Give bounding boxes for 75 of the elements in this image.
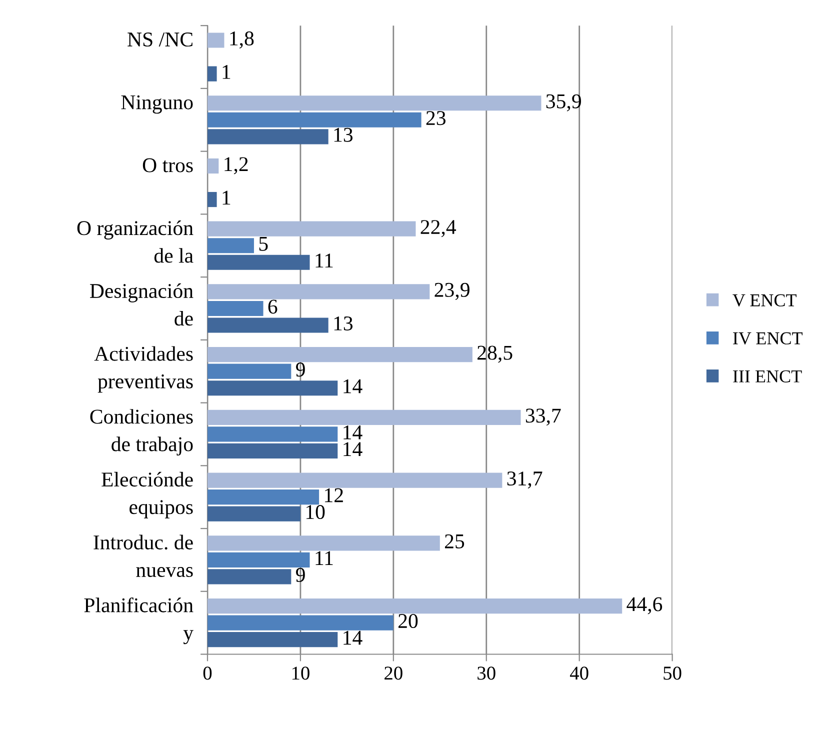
data-label: 44,6 [626,597,662,614]
data-label: 6 [268,300,278,314]
data-label: 1 [222,65,230,79]
bar [208,552,310,568]
x-tick-label: 10 [292,666,310,680]
bar [208,569,292,584]
bar [208,598,622,614]
data-label: 5 [259,236,268,251]
bar [208,192,217,208]
bar [208,632,338,648]
data-label: 23 [426,111,446,126]
bar [208,364,292,379]
bar [208,443,338,459]
bar [208,490,320,505]
y-tick-label: O tros [142,158,193,172]
bar [208,506,300,522]
bar [208,410,521,425]
y-tick-label: Designación de [90,283,194,326]
data-label: 10 [306,505,325,520]
data-label: 20 [398,614,418,628]
data-label: 9 [296,568,305,582]
data-label: 1,8 [230,31,254,48]
bar [208,318,328,333]
data-label: 12 [325,488,343,502]
bar [208,129,328,144]
data-label: 13 [334,128,353,142]
y-tick-label: Condiciones de trabajo [90,409,193,456]
data-label: 9 [296,362,305,377]
bar [208,284,430,300]
bar [208,472,502,488]
bar [208,254,310,270]
y-tick-label: Elecciónde equipos [102,472,193,518]
data-label: 25 [444,534,464,548]
bar [208,380,338,396]
bar [208,66,217,82]
bar [208,112,422,128]
y-tick-label: Introduc. de nuevas [94,534,193,578]
legend-label: V ENCT [732,294,796,306]
x-tick-label: 0 [203,666,212,680]
x-tick-label: 40 [570,666,588,680]
bar [208,300,264,316]
y-tick-label: Actividades preventivas [94,346,193,393]
y-tick-label: Ninguno [121,95,193,114]
legend-label: IV ENCT [733,332,803,345]
data-label: 14 [344,425,362,440]
bar [208,221,416,236]
data-label: 14 [344,630,362,645]
y-tick-label: NS /NC [128,32,192,47]
data-label: 13 [334,316,353,330]
bar [208,536,440,551]
data-label: 1 [222,190,230,205]
bar [208,32,224,48]
data-label: 22,4 [420,220,456,238]
x-tick-label: 50 [664,666,682,680]
legend-label: III ENCT [733,370,802,382]
y-tick-label: Planificación y [84,597,194,644]
bar [208,158,219,174]
data-label: 1,2 [224,157,248,174]
data-label: 33,7 [526,408,561,426]
bar [208,96,542,111]
y-tick-label: O rganización de la [77,220,194,263]
data-label: 14 [344,379,362,394]
bar [208,238,254,254]
data-label: 11 [316,254,333,268]
data-label: 28,5 [478,346,512,363]
data-label: 31,7 [507,472,542,489]
x-tick-label: 20 [384,666,402,680]
data-label: 11 [316,551,333,565]
data-label: 14 [344,442,362,456]
bar [208,615,394,630]
bar [208,426,338,442]
bar [208,347,472,362]
data-label: 35,9 [546,94,581,112]
data-label: 23,9 [434,282,470,300]
x-tick-label: 30 [478,666,496,680]
